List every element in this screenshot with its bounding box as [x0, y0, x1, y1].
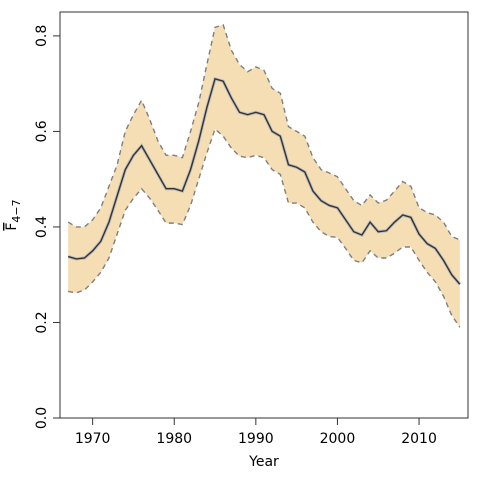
estimate-line — [67, 78, 461, 285]
x-tick-label: 1970 — [75, 431, 111, 447]
y-axis-title-subscript: 4−7 — [10, 199, 23, 222]
x-axis-title: Year — [248, 454, 279, 470]
y-axis-title-main: F — [4, 223, 20, 231]
series-lines — [67, 24, 462, 328]
y-tick-label: 0.4 — [34, 216, 50, 238]
y-tick-label: 0.8 — [34, 25, 50, 47]
y-tick-label: 0.6 — [34, 120, 50, 142]
y-axis-title-text: F4−7 — [4, 199, 23, 230]
y-axis: 0.0 0.2 0.4 0.6 0.8 — [34, 25, 60, 429]
confidence-band — [68, 24, 460, 328]
x-tick-label: 2010 — [401, 431, 437, 447]
x-axis: 1970 1980 1990 2000 2010 — [75, 418, 437, 447]
x-tick-label: 2000 — [320, 431, 356, 447]
upper-bound-line — [67, 24, 461, 241]
plot-frame — [59, 11, 469, 419]
y-tick-label: 0.2 — [34, 311, 50, 333]
band-area — [68, 24, 460, 328]
y-axis-title: F4−7 — [4, 199, 23, 230]
x-tick-label: 1990 — [238, 431, 274, 447]
y-tick-label: 0.0 — [34, 407, 50, 429]
x-tick-label: 1980 — [156, 431, 192, 447]
